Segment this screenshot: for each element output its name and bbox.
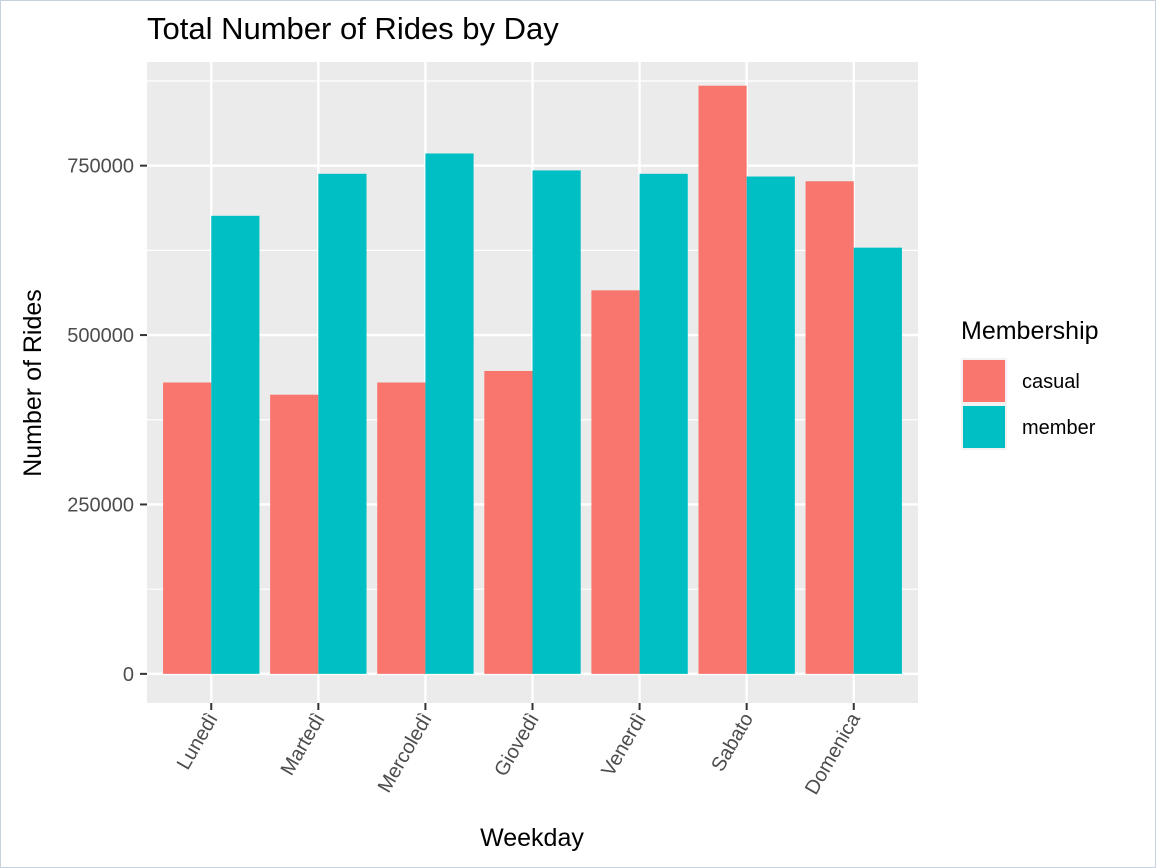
x-tick-label: Domenica [801,709,866,799]
x-tick-label: Mercoledì [374,710,437,797]
x-axis: Lunedì Martedì Mercoledì Giovedì Venerdì Saba… [173,703,866,798]
bar-member [639,173,688,674]
bar-member [425,153,474,674]
bar-member [211,215,260,674]
bar-casual [270,394,319,674]
y-axis: 0 250000 500000 750000 [67,156,147,686]
bar-member [318,173,367,674]
x-tick-label: Martedì [277,710,330,780]
y-tick-label: 500000 [67,325,134,347]
chart-title: Total Number of Rides by Day [147,11,559,46]
bar-casual [805,181,854,674]
x-axis-title: Weekday [480,824,584,852]
bar-member [532,170,581,674]
x-tick-label: Sabato [707,710,758,776]
bar-casual [377,382,426,674]
y-tick-label: 0 [123,664,134,686]
bar-member [853,247,902,674]
x-tick-label: Venerdì [597,710,651,781]
x-tick-label: Lunedì [173,710,223,774]
legend-swatch-casual [963,360,1005,402]
legend-title: Membership [961,317,1099,345]
bar-casual [484,370,533,674]
legend-label-casual: casual [1022,371,1080,393]
y-tick-label: 750000 [67,156,134,178]
bar-casual [163,382,212,674]
legend-label-member: member [1022,417,1096,439]
legend: Membership casual member [961,317,1099,450]
y-axis-title: Number of Rides [19,289,47,477]
bars [163,85,902,674]
bar-casual [591,290,640,674]
legend-swatch-member [963,406,1005,448]
legend-items: casual member [961,358,1096,450]
bar-casual [698,85,747,674]
y-tick-label: 250000 [67,494,134,516]
x-tick-label: Giovedì [490,710,544,781]
bar-member [746,176,795,674]
